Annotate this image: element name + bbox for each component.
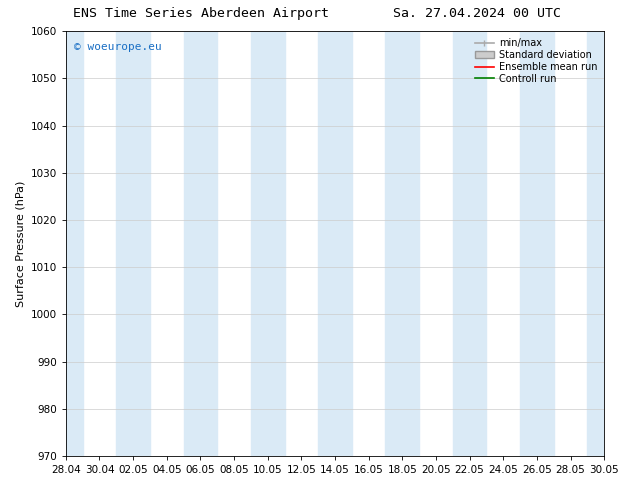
Bar <box>184 31 217 456</box>
Bar <box>49 31 82 456</box>
Bar <box>318 31 352 456</box>
Bar <box>251 31 285 456</box>
Bar <box>385 31 419 456</box>
Text: © woeurope.eu: © woeurope.eu <box>74 42 162 52</box>
Legend: min/max, Standard deviation, Ensemble mean run, Controll run: min/max, Standard deviation, Ensemble me… <box>472 36 599 86</box>
Bar <box>453 31 486 456</box>
Text: ENS Time Series Aberdeen Airport        Sa. 27.04.2024 00 UTC: ENS Time Series Aberdeen Airport Sa. 27.… <box>73 7 561 21</box>
Bar <box>520 31 553 456</box>
Bar <box>116 31 150 456</box>
Bar <box>587 31 621 456</box>
Y-axis label: Surface Pressure (hPa): Surface Pressure (hPa) <box>15 180 25 307</box>
